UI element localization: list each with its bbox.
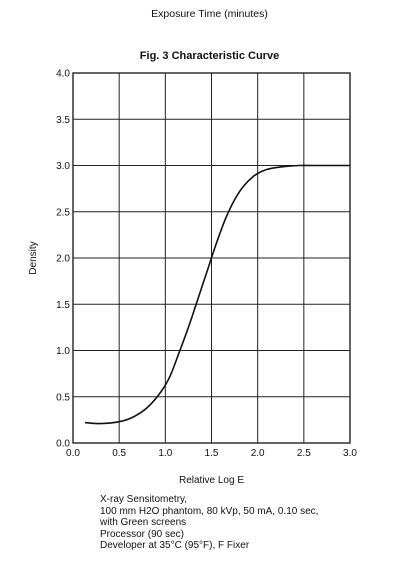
- y-tick-label: 0.5: [56, 392, 70, 403]
- x-tick-label: 0.0: [66, 448, 80, 459]
- tick-layer: 0.0 0.5 1.0 1.5 2.0 2.5 3.0 0.0 0.5 1.0 1.5 2.0 2.5 3…: [56, 69, 357, 460]
- characteristic-curve-line: [84, 164, 350, 425]
- y-tick-label: 2.0: [56, 254, 70, 265]
- plot-frame: [72, 72, 351, 444]
- note-line: Developer at 35°C (95°F), F Fixer: [100, 540, 250, 552]
- note-line: Processor (90 sec): [100, 528, 184, 540]
- y-tick-label: 4.0: [56, 69, 70, 80]
- x-axis-label: Relative Log E: [179, 475, 244, 486]
- note-line: X-ray Sensitometry,: [100, 494, 188, 505]
- x-tick-label: 1.0: [158, 448, 172, 459]
- y-tick-label: 1.0: [56, 346, 70, 357]
- note-line: 100 mm H2O phantom, 80 kVp, 50 mA, 0.10 …: [100, 505, 319, 517]
- note-line: with Green screens: [100, 517, 187, 529]
- x-tick-label: 0.5: [112, 448, 126, 459]
- figure-title: Fig. 3 Characteristic Curve: [139, 50, 280, 62]
- x-tick-label: 3.0: [343, 448, 357, 459]
- y-tick-label: 2.5: [56, 207, 70, 218]
- y-tick-label: 3.5: [56, 115, 70, 126]
- y-tick-label: 3.0: [56, 161, 70, 172]
- sensitometry-notes: X-ray Sensitometry, 100 mm H2O phantom, …: [100, 494, 318, 552]
- y-tick-label: 1.5: [56, 300, 70, 311]
- grid-layer: [73, 73, 350, 443]
- x-tick-label: 2.0: [251, 448, 265, 459]
- top-axis-label: Exposure Time (minutes): [151, 8, 268, 20]
- x-tick-label: 2.5: [297, 448, 311, 459]
- y-tick-label: 0.0: [56, 439, 70, 450]
- y-axis-label: Density: [28, 241, 39, 274]
- x-tick-label: 1.5: [205, 448, 219, 459]
